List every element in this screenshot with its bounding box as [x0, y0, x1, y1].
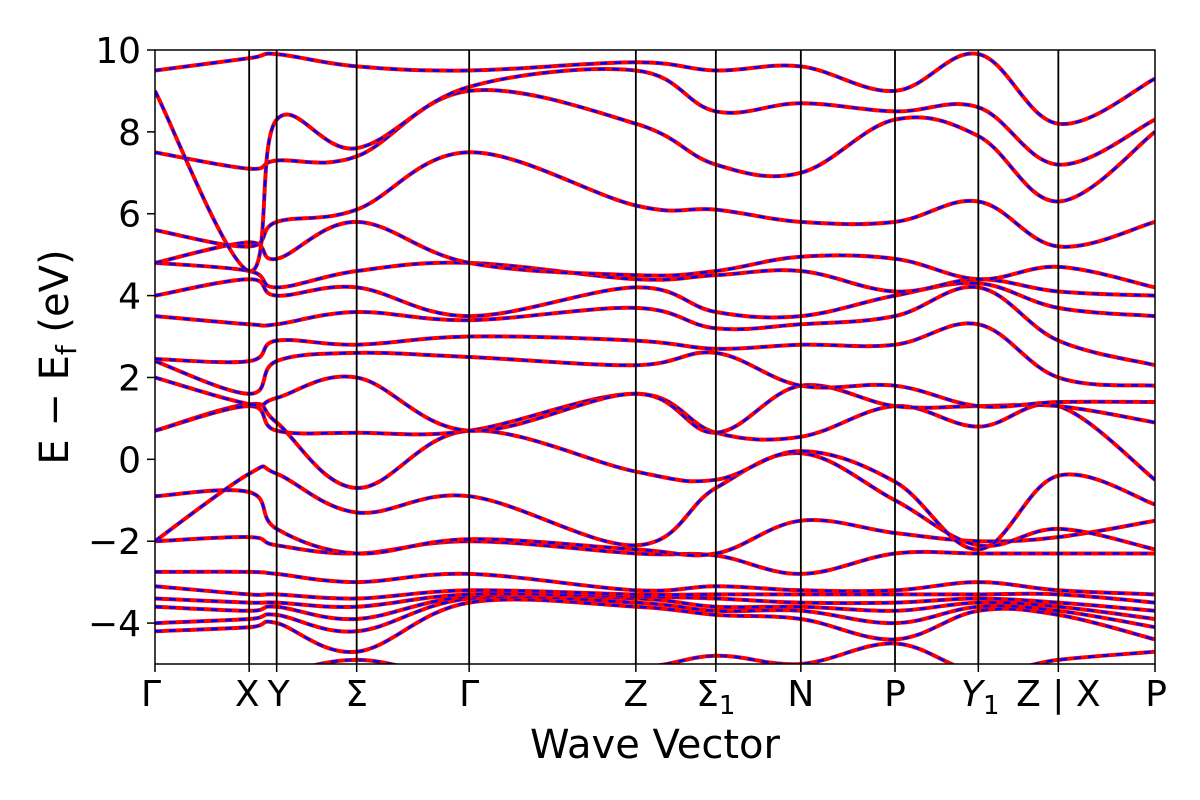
y-tick-label-7: 10: [95, 31, 141, 72]
x-tick-label-7: N: [787, 674, 814, 715]
band-22-primary: [155, 51, 1155, 126]
y-tick-label-5: 6: [118, 195, 141, 236]
y-axis-title-sub: f: [50, 344, 83, 355]
x-tick-label-4: Γ: [459, 674, 479, 715]
y-tick-label-4: 4: [118, 277, 141, 318]
band-8-overlay: [155, 488, 1155, 557]
band-2-overlay: [155, 595, 1155, 633]
band-20-overlay: [155, 88, 1155, 203]
band-5-overlay: [155, 584, 1155, 604]
x-tick-label-9: Y1: [961, 674, 1000, 721]
band-0-overlay: [314, 642, 1155, 664]
band-9-primary: [155, 451, 1155, 552]
band-22-overlay: [155, 52, 1155, 126]
band-10-overlay: [155, 402, 1155, 551]
y-axis-title: E − Ef (eV): [32, 249, 83, 464]
x-axis: Γ X Y Σ Γ Z Σ1 N P Y1 Z | X P: [141, 664, 1167, 721]
x-tick-label-0: Γ: [141, 674, 161, 715]
band-11-overlay: [155, 392, 1155, 481]
x-tick-label-11: P: [1145, 674, 1167, 715]
band-20-primary: [155, 88, 1155, 204]
x-tick-label-5: Z: [623, 674, 648, 715]
band-13-overlay: [155, 351, 1155, 409]
band-4-overlay: [155, 592, 1155, 613]
y-tick-label-1: −2: [88, 522, 141, 563]
x-tick-label-1: X: [235, 674, 260, 715]
x-tick-label-8: P: [884, 674, 906, 715]
x-axis-title: Wave Vector: [530, 722, 781, 768]
x-tick-label-6: Σ1: [696, 674, 735, 721]
high-symmetry-lines: [248, 50, 1060, 664]
y-tick-label-3: 2: [118, 358, 141, 399]
x-tick-label-3: Σ: [345, 674, 368, 715]
band-lines: [155, 51, 1155, 664]
y-tick-label-2: 0: [118, 440, 141, 481]
band-9-overlay: [155, 451, 1155, 551]
y-tick-label-6: 8: [118, 113, 141, 154]
band-19-overlay: [155, 151, 1155, 249]
y-axis-title-tail: (eV): [32, 249, 78, 345]
y-axis: −4 −2 0 2 4 6 8 10: [88, 31, 155, 645]
band-6-overlay: [155, 570, 1155, 596]
band-0-primary: [311, 641, 1155, 664]
band-19-primary: [155, 150, 1155, 249]
axes-frame: [154, 49, 1156, 665]
y-axis-title-main: E − E: [32, 355, 78, 465]
band-6-primary: [155, 569, 1155, 597]
x-tick-label-2: Y: [267, 674, 291, 715]
band-1-overlay: [155, 598, 1155, 654]
x-tick-label-10: Z | X: [1016, 674, 1100, 715]
y-tick-label-0: −4: [88, 604, 141, 645]
band-8-primary: [155, 488, 1155, 558]
band-18-overlay: [155, 220, 1155, 289]
band-15-overlay: [155, 285, 1155, 367]
